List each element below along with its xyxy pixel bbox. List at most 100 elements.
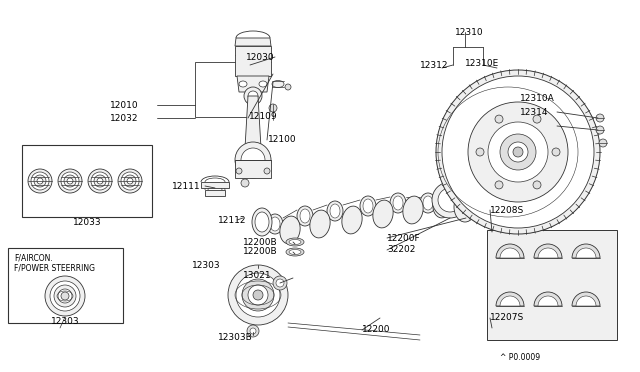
Circle shape	[276, 279, 284, 287]
Circle shape	[476, 148, 484, 156]
Text: 12112: 12112	[218, 215, 246, 224]
Circle shape	[468, 102, 568, 202]
Text: 12109: 12109	[249, 112, 278, 121]
Ellipse shape	[272, 80, 284, 87]
Text: 12312: 12312	[420, 61, 449, 70]
Text: 12314: 12314	[520, 108, 548, 116]
Text: 13021: 13021	[243, 270, 271, 279]
Ellipse shape	[255, 212, 269, 232]
Circle shape	[533, 115, 541, 123]
Bar	[487, 230, 617, 340]
Circle shape	[45, 276, 85, 316]
Circle shape	[28, 169, 52, 193]
Ellipse shape	[363, 199, 373, 213]
Polygon shape	[245, 96, 261, 148]
Circle shape	[34, 175, 46, 187]
Circle shape	[241, 148, 265, 172]
Circle shape	[236, 168, 242, 174]
Ellipse shape	[360, 196, 376, 216]
Wedge shape	[538, 248, 558, 258]
Circle shape	[118, 169, 142, 193]
Polygon shape	[237, 76, 269, 92]
Wedge shape	[496, 292, 524, 306]
Circle shape	[442, 76, 594, 228]
Ellipse shape	[280, 216, 300, 244]
Ellipse shape	[390, 193, 406, 213]
Circle shape	[495, 181, 503, 189]
Circle shape	[488, 122, 548, 182]
Text: 12207S: 12207S	[490, 314, 524, 323]
Ellipse shape	[423, 196, 433, 210]
Text: 32202: 32202	[387, 246, 415, 254]
Circle shape	[31, 172, 49, 190]
Text: 12030: 12030	[246, 52, 275, 61]
Circle shape	[432, 182, 468, 218]
Circle shape	[552, 148, 560, 156]
Text: 12200: 12200	[362, 326, 390, 334]
Ellipse shape	[453, 199, 463, 213]
Circle shape	[513, 147, 523, 157]
Text: 12310A: 12310A	[520, 93, 555, 103]
Polygon shape	[235, 38, 271, 46]
Text: ^ P0.0009: ^ P0.0009	[500, 353, 540, 362]
Circle shape	[248, 285, 268, 305]
Circle shape	[61, 172, 79, 190]
Circle shape	[244, 87, 262, 105]
Ellipse shape	[330, 204, 340, 218]
Ellipse shape	[310, 210, 330, 238]
Circle shape	[495, 115, 503, 123]
Circle shape	[64, 175, 76, 187]
Text: 12303B: 12303B	[218, 333, 253, 341]
Circle shape	[54, 285, 76, 307]
Circle shape	[58, 169, 82, 193]
Circle shape	[533, 181, 541, 189]
Circle shape	[285, 84, 291, 90]
Wedge shape	[538, 296, 558, 306]
Text: 12100: 12100	[268, 135, 296, 144]
Ellipse shape	[403, 196, 423, 224]
Bar	[195, 62, 250, 117]
Ellipse shape	[393, 196, 403, 210]
Ellipse shape	[289, 250, 301, 254]
Circle shape	[121, 172, 139, 190]
Circle shape	[61, 292, 69, 300]
Circle shape	[236, 273, 280, 317]
Ellipse shape	[342, 206, 362, 234]
Text: 12310: 12310	[455, 28, 484, 36]
Ellipse shape	[433, 190, 453, 218]
Wedge shape	[576, 248, 596, 258]
Circle shape	[88, 169, 112, 193]
Circle shape	[250, 328, 256, 334]
Ellipse shape	[454, 192, 476, 222]
Circle shape	[596, 126, 604, 134]
Circle shape	[248, 91, 258, 101]
Circle shape	[58, 289, 72, 303]
Polygon shape	[235, 46, 271, 76]
Circle shape	[508, 142, 528, 162]
Polygon shape	[235, 160, 271, 178]
Circle shape	[127, 178, 133, 184]
Circle shape	[436, 70, 600, 234]
Circle shape	[37, 178, 43, 184]
Ellipse shape	[270, 217, 280, 231]
Ellipse shape	[267, 214, 283, 234]
Ellipse shape	[450, 196, 466, 216]
Circle shape	[438, 188, 462, 212]
Wedge shape	[500, 248, 520, 258]
Circle shape	[91, 172, 109, 190]
Bar	[8, 248, 123, 323]
Ellipse shape	[252, 208, 272, 236]
Ellipse shape	[297, 206, 313, 226]
Ellipse shape	[239, 81, 247, 87]
Text: 12200F: 12200F	[387, 234, 420, 243]
Wedge shape	[576, 296, 596, 306]
Wedge shape	[572, 244, 600, 258]
Circle shape	[50, 281, 80, 311]
Wedge shape	[496, 244, 524, 258]
Ellipse shape	[259, 81, 267, 87]
Circle shape	[97, 178, 103, 184]
Ellipse shape	[286, 248, 304, 256]
Text: 12200B: 12200B	[243, 237, 278, 247]
Circle shape	[269, 104, 277, 112]
Text: 12111: 12111	[172, 182, 200, 190]
